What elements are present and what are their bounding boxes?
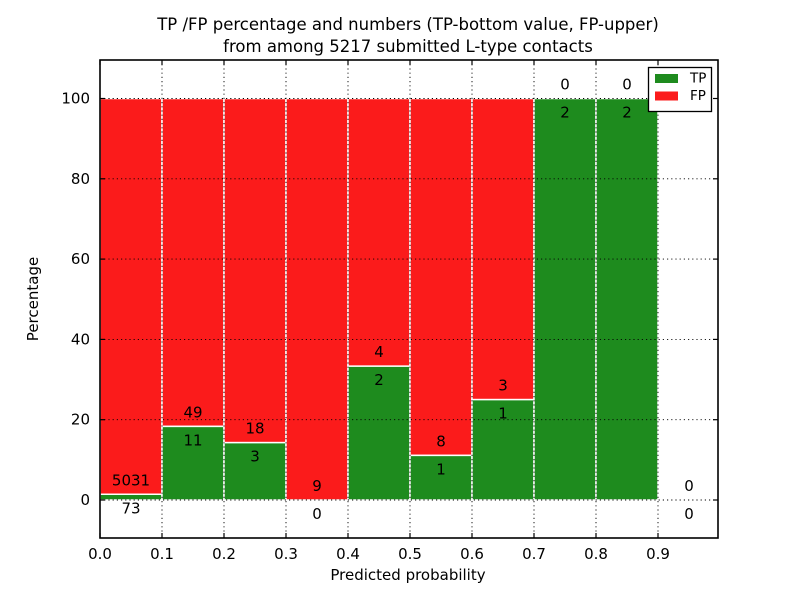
x-axis-label: Predicted probability bbox=[330, 566, 485, 584]
bar-segment-tp-2 bbox=[223, 441, 287, 501]
fp-count-label-6: 3 bbox=[498, 377, 508, 395]
legend-swatch-fp bbox=[655, 91, 678, 101]
bar-segment-fp-0 bbox=[99, 97, 163, 496]
bar-segment-fp-6 bbox=[471, 97, 535, 401]
tp-count-label-3: 0 bbox=[312, 505, 322, 523]
tp-count-label-0: 73 bbox=[121, 499, 140, 517]
tp-count-label-9: 0 bbox=[684, 505, 694, 523]
y-tick-label-5: 100 bbox=[61, 90, 90, 108]
bar-segment-fp-5 bbox=[409, 97, 473, 457]
fp-count-label-3: 9 bbox=[312, 477, 322, 495]
y-tick-label-2: 40 bbox=[71, 330, 90, 348]
y-axis-label: Percentage bbox=[24, 257, 42, 341]
bar-segment-fp-1 bbox=[161, 97, 225, 428]
chart-title-line1: TP /FP percentage and numbers (TP-bottom… bbox=[156, 15, 659, 34]
tp-count-label-8: 2 bbox=[622, 104, 632, 122]
bar-segment-tp-6 bbox=[471, 398, 535, 501]
tp-count-label-7: 2 bbox=[560, 104, 570, 122]
x-tick-label-6: 0.6 bbox=[460, 545, 484, 563]
bar-segment-tp-4 bbox=[347, 365, 411, 501]
y-tick-label-0: 0 bbox=[80, 491, 90, 509]
y-tick-label-1: 20 bbox=[71, 411, 90, 429]
fp-count-label-8: 0 bbox=[622, 76, 632, 94]
tp-count-label-4: 2 bbox=[374, 371, 384, 389]
bar-segment-fp-2 bbox=[223, 97, 287, 444]
fp-count-label-0: 5031 bbox=[112, 471, 150, 489]
y-tick-label-4: 80 bbox=[71, 170, 90, 188]
tp-count-label-1: 11 bbox=[183, 431, 202, 449]
legend-swatch-tp bbox=[655, 74, 678, 83]
bar-segment-tp-7 bbox=[533, 97, 597, 501]
x-tick-label-3: 0.3 bbox=[274, 545, 298, 563]
x-tick-label-7: 0.7 bbox=[522, 545, 546, 563]
y-tick-label-3: 60 bbox=[71, 250, 90, 268]
bar-segment-tp-5 bbox=[409, 454, 473, 501]
x-tick-label-8: 0.8 bbox=[584, 545, 608, 563]
bar-segment-fp-4 bbox=[347, 97, 411, 367]
legend-label-fp: FP bbox=[690, 88, 706, 104]
fp-count-label-2: 18 bbox=[245, 420, 264, 438]
plot-frame bbox=[99, 59, 719, 539]
chart-title-line2: from among 5217 submitted L-type contact… bbox=[223, 37, 593, 56]
bar-count-labels: 5031 73 49 11 18 3 9 0 4 2 8 1 3 1 0 2 0 2 0 0 bbox=[112, 76, 694, 524]
y-tick-labels: 0 20 40 60 80 100 bbox=[61, 90, 90, 510]
fp-count-label-5: 8 bbox=[436, 432, 446, 450]
x-tick-label-2: 0.2 bbox=[212, 545, 236, 563]
x-tick-label-0: 0.0 bbox=[88, 545, 112, 563]
x-tick-labels: 0.0 0.1 0.2 0.3 0.4 0.5 0.6 0.7 0.8 0.9 bbox=[88, 545, 670, 563]
fp-count-label-1: 49 bbox=[183, 403, 202, 421]
legend-label-tp: TP bbox=[689, 71, 706, 87]
tp-count-label-2: 3 bbox=[250, 448, 260, 466]
x-tick-label-4: 0.4 bbox=[336, 545, 360, 563]
x-tick-label-5: 0.5 bbox=[398, 545, 422, 563]
tp-count-label-6: 1 bbox=[498, 405, 508, 423]
legend: TP FP bbox=[647, 66, 713, 113]
tick-marks-layer bbox=[99, 60, 718, 538]
x-tick-label-1: 0.1 bbox=[150, 545, 174, 563]
x-tick-label-9: 0.9 bbox=[646, 545, 670, 563]
bar-segment-fp-3 bbox=[285, 97, 349, 501]
fp-count-label-4: 4 bbox=[374, 343, 384, 361]
bar-segment-tp-8 bbox=[595, 97, 659, 501]
fp-count-label-7: 0 bbox=[560, 76, 570, 94]
tp-count-label-5: 1 bbox=[436, 460, 446, 478]
fp-count-label-9: 0 bbox=[684, 477, 694, 495]
